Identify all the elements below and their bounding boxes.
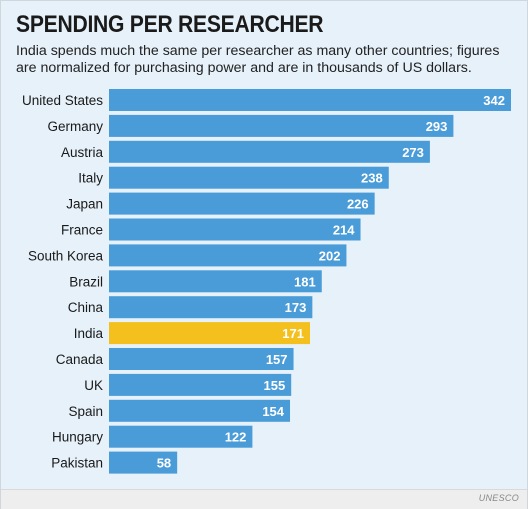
bar: [109, 270, 322, 293]
chart-title: SPENDING PER RESEARCHER: [16, 11, 324, 38]
bar-chart: United States 342 Germany 293 Austria 273 Ital…: [22, 89, 511, 474]
bar: [109, 218, 361, 241]
category-label: Pakistan: [51, 456, 103, 471]
category-label: Canada: [56, 352, 104, 367]
bar-row: Canada 157: [56, 348, 294, 370]
bar-row: China 173: [68, 296, 313, 319]
bar: [109, 192, 375, 215]
value-label: 214: [333, 223, 355, 238]
value-label: 293: [426, 119, 448, 134]
category-label: United States: [22, 93, 103, 108]
value-label: 226: [347, 197, 369, 212]
bar: [109, 425, 253, 448]
value-label: 58: [157, 456, 171, 471]
bar-row: United States 342: [22, 89, 511, 111]
bar: [109, 399, 291, 422]
value-label: 157: [266, 352, 288, 367]
value-label: 173: [285, 300, 307, 315]
bar: [109, 166, 389, 189]
bar-row: South Korea 202: [28, 244, 347, 267]
bar: [109, 244, 347, 267]
bar: [109, 348, 294, 370]
category-label: Italy: [78, 171, 103, 186]
category-label: South Korea: [28, 248, 104, 263]
bar: [109, 373, 292, 396]
category-label: China: [68, 300, 104, 315]
value-label: 155: [263, 378, 285, 393]
value-label: 202: [319, 248, 341, 263]
value-label: 171: [282, 326, 304, 341]
category-label: Spain: [68, 404, 103, 419]
bar-row: Italy 238: [78, 166, 389, 189]
bar: [109, 451, 178, 474]
bar-row: Pakistan 58: [51, 451, 178, 474]
category-label: India: [74, 326, 104, 341]
footer-bar: UNESCO: [1, 489, 527, 509]
bar-row: Japan 226: [66, 192, 375, 215]
value-label: 154: [262, 404, 284, 419]
bar: [109, 89, 511, 111]
value-label: 122: [225, 430, 247, 445]
category-label: Austria: [61, 145, 104, 160]
category-label: France: [61, 223, 103, 238]
bar-row: Austria 273: [61, 140, 430, 163]
bar: [109, 114, 454, 137]
category-label: Germany: [47, 119, 103, 134]
category-label: Brazil: [69, 274, 103, 289]
bar: [109, 140, 430, 163]
category-label: UK: [84, 378, 103, 393]
category-label: Japan: [66, 197, 103, 212]
source-credit: UNESCO: [478, 493, 519, 503]
bar-row: Hungary 122: [52, 425, 253, 448]
bar-row: India 171: [74, 322, 310, 345]
value-label: 181: [294, 274, 316, 289]
value-label: 342: [483, 93, 505, 108]
bar-highlight: [109, 322, 310, 345]
bar-row: France 214: [61, 218, 361, 241]
bar-row: Germany 293: [47, 114, 454, 137]
value-label: 238: [361, 171, 383, 186]
value-label: 273: [402, 145, 424, 160]
bar-row: UK 155: [84, 373, 292, 396]
bar-row: Spain 154: [68, 399, 291, 422]
chart-subtitle: India spends much the same per researche…: [16, 43, 500, 76]
bar: [109, 296, 313, 319]
category-label: Hungary: [52, 430, 103, 445]
bar-row: Brazil 181: [69, 270, 322, 293]
